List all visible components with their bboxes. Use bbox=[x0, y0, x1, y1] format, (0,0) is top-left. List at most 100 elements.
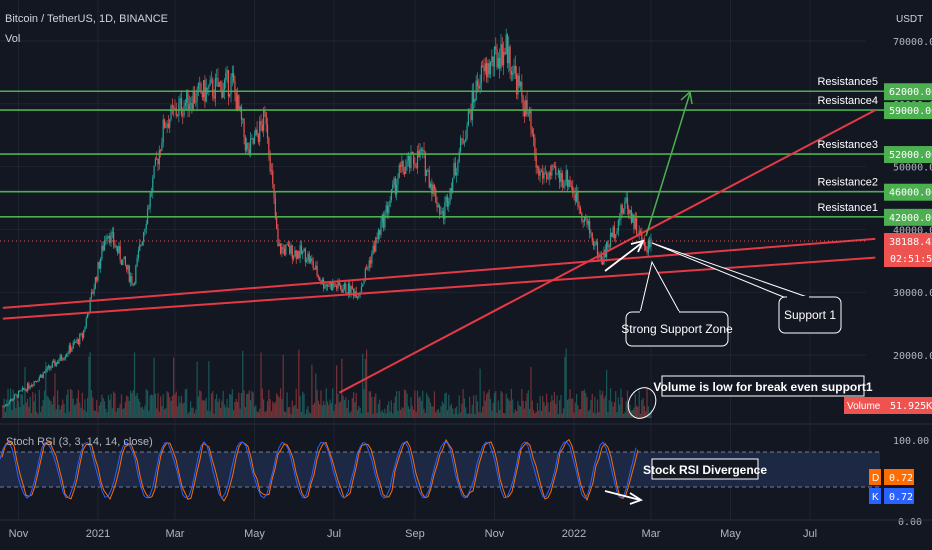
volume-bar bbox=[277, 395, 279, 418]
volume-bar bbox=[521, 389, 523, 418]
candle-body bbox=[559, 170, 561, 182]
resistance-label: Resistance2 bbox=[817, 177, 878, 189]
volume-bar bbox=[127, 396, 129, 418]
candle-body bbox=[435, 189, 437, 203]
candle-body bbox=[639, 230, 642, 233]
candle-body bbox=[247, 143, 249, 149]
candle-body bbox=[536, 167, 539, 168]
resistance-price-badge bbox=[884, 183, 932, 201]
volume-bar bbox=[316, 389, 318, 418]
volume-bar bbox=[257, 412, 260, 418]
candle-body bbox=[476, 80, 479, 86]
candle-body bbox=[223, 80, 226, 90]
volume-bar bbox=[170, 400, 172, 418]
volume-bar bbox=[612, 406, 614, 418]
candle-body bbox=[167, 123, 170, 128]
candle-body bbox=[579, 207, 582, 214]
candle-body bbox=[570, 186, 572, 188]
volume-bar bbox=[493, 393, 496, 418]
volume-bar bbox=[450, 403, 453, 418]
volume-bar bbox=[90, 390, 93, 418]
volume-bar bbox=[256, 411, 258, 418]
volume-bar bbox=[518, 405, 520, 418]
candle-body bbox=[396, 184, 398, 195]
volume-bar bbox=[285, 412, 287, 418]
volume-bar bbox=[276, 393, 278, 418]
candle-body bbox=[193, 91, 196, 103]
volume-bar bbox=[439, 412, 441, 418]
volume-bar bbox=[448, 394, 450, 418]
candle-body bbox=[272, 170, 274, 185]
volume-bar bbox=[219, 407, 222, 418]
volume-bar bbox=[184, 389, 186, 418]
volume-bar bbox=[534, 413, 536, 418]
candle-body bbox=[412, 154, 415, 164]
volume-bar bbox=[141, 406, 143, 418]
candle-body bbox=[96, 277, 98, 281]
volume-bar bbox=[264, 412, 266, 418]
volume-bar bbox=[373, 396, 376, 418]
candle-body bbox=[50, 367, 52, 369]
candle-body bbox=[353, 289, 355, 297]
volume-bar bbox=[607, 412, 609, 418]
volume-bar bbox=[345, 397, 347, 418]
volume-bar bbox=[366, 349, 368, 418]
volume-bar bbox=[565, 348, 567, 418]
volume-bar bbox=[193, 413, 196, 418]
candle-body bbox=[236, 95, 239, 111]
candle-body bbox=[317, 275, 319, 277]
candle-body bbox=[505, 34, 507, 55]
candle-body bbox=[274, 198, 276, 219]
volume-bar bbox=[204, 400, 206, 418]
candle-body bbox=[110, 232, 112, 243]
volume-bar bbox=[449, 406, 451, 418]
candle-body bbox=[475, 80, 477, 100]
volume-bar bbox=[347, 399, 349, 418]
volume-bar bbox=[489, 398, 492, 418]
volume-bar bbox=[406, 393, 408, 418]
price-tick-label: 70000.00 bbox=[893, 37, 932, 48]
candle-body bbox=[81, 333, 83, 338]
candle-body bbox=[333, 282, 335, 287]
volume-bar bbox=[208, 361, 210, 418]
volume-bar bbox=[525, 401, 527, 418]
volume-bar bbox=[544, 405, 546, 418]
support-trendline bbox=[2, 237, 876, 309]
volume-bar bbox=[86, 397, 89, 418]
volume-bar bbox=[96, 400, 98, 418]
volume-bar bbox=[360, 413, 363, 418]
candle-body bbox=[270, 170, 273, 172]
volume-bar bbox=[466, 413, 468, 418]
candle-body bbox=[120, 260, 123, 266]
time-tick-label: Jul bbox=[327, 528, 341, 540]
candle-body bbox=[339, 285, 342, 290]
volume-bar bbox=[502, 412, 505, 418]
candle-body bbox=[635, 218, 638, 234]
volume-bar bbox=[40, 411, 42, 418]
volume-bar bbox=[221, 400, 223, 418]
volume-bar bbox=[463, 398, 466, 418]
candle-body bbox=[555, 166, 557, 175]
volume-bar bbox=[320, 390, 322, 418]
volume-bar bbox=[341, 358, 343, 418]
candle-body bbox=[98, 262, 100, 269]
time-tick-label: Nov bbox=[9, 528, 29, 540]
volume-bar bbox=[420, 400, 423, 418]
candle-body bbox=[106, 236, 108, 240]
candle-body bbox=[349, 283, 351, 295]
volume-bar bbox=[315, 373, 317, 418]
volume-bar bbox=[427, 395, 429, 418]
volume-bar bbox=[334, 404, 336, 418]
candle-body bbox=[576, 191, 578, 202]
candle-body bbox=[368, 260, 370, 267]
candle-body bbox=[572, 186, 574, 194]
candle-body bbox=[24, 389, 26, 391]
volume-bar bbox=[475, 395, 477, 418]
volume-bar bbox=[409, 408, 411, 418]
candle-body bbox=[383, 214, 385, 228]
volume-bar bbox=[251, 390, 253, 418]
volume-bar bbox=[454, 408, 456, 418]
candle-body bbox=[600, 254, 602, 261]
rsi-d-value-bg bbox=[884, 469, 914, 485]
candle-body bbox=[240, 106, 243, 120]
